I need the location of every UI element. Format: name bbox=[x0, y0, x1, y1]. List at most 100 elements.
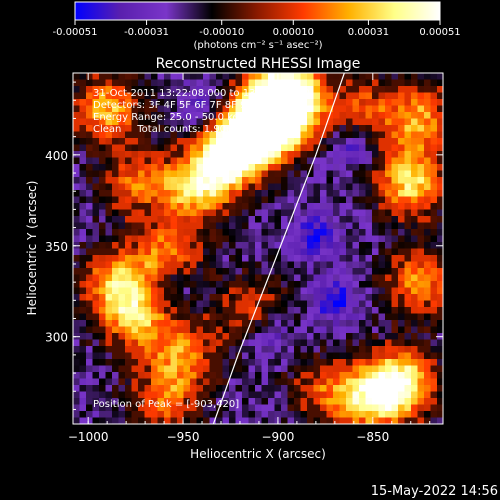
heatmap-cell bbox=[398, 222, 406, 230]
heatmap-cell bbox=[398, 333, 406, 341]
heatmap-cell bbox=[424, 398, 432, 406]
heatmap-cell bbox=[203, 385, 211, 393]
heatmap-cell bbox=[86, 183, 94, 191]
heatmap-cell bbox=[190, 235, 198, 243]
heatmap-cell bbox=[313, 339, 321, 347]
heatmap-cell bbox=[255, 404, 263, 412]
heatmap-cell bbox=[203, 235, 211, 243]
heatmap-cell bbox=[105, 287, 113, 295]
heatmap-cell bbox=[177, 313, 185, 321]
heatmap-cell bbox=[430, 411, 438, 419]
heatmap-cell bbox=[222, 144, 230, 152]
heatmap-cell bbox=[307, 183, 315, 191]
heatmap-cell bbox=[99, 216, 107, 224]
heatmap-cell bbox=[177, 248, 185, 256]
heatmap-cell bbox=[385, 294, 393, 302]
heatmap-cell bbox=[235, 326, 243, 334]
heatmap-cell bbox=[300, 151, 308, 159]
heatmap-cell bbox=[391, 86, 399, 94]
heatmap-cell bbox=[307, 131, 315, 139]
heatmap-cell bbox=[105, 151, 113, 159]
heatmap-cell bbox=[190, 339, 198, 347]
heatmap-cell bbox=[313, 261, 321, 269]
heatmap-cell bbox=[118, 144, 126, 152]
heatmap-cell bbox=[131, 300, 139, 308]
heatmap-cell bbox=[105, 313, 113, 321]
heatmap-cell bbox=[73, 411, 81, 419]
heatmap-cell bbox=[177, 307, 185, 315]
heatmap-cell bbox=[339, 131, 347, 139]
heatmap-cell bbox=[378, 352, 386, 360]
heatmap-cell bbox=[164, 125, 172, 133]
heatmap-cell bbox=[229, 300, 237, 308]
heatmap-cell bbox=[268, 203, 276, 211]
heatmap-cell bbox=[118, 378, 126, 386]
heatmap-cell bbox=[313, 196, 321, 204]
heatmap-cell bbox=[112, 229, 120, 237]
heatmap-cell bbox=[391, 125, 399, 133]
heatmap-cell bbox=[320, 333, 328, 341]
heatmap-cell bbox=[287, 300, 295, 308]
heatmap-cell bbox=[268, 177, 276, 185]
heatmap-cell bbox=[183, 333, 191, 341]
heatmap-cell bbox=[333, 320, 341, 328]
heatmap-cell bbox=[222, 294, 230, 302]
heatmap-cell bbox=[138, 112, 146, 120]
heatmap-cell bbox=[170, 307, 178, 315]
heatmap-cell bbox=[131, 157, 139, 165]
heatmap-cell bbox=[105, 339, 113, 347]
heatmap-cell bbox=[144, 164, 152, 172]
heatmap-cell bbox=[105, 333, 113, 341]
heatmap-cell bbox=[131, 138, 139, 146]
heatmap-cell bbox=[365, 346, 373, 354]
heatmap-cell bbox=[385, 229, 393, 237]
heatmap-cell bbox=[216, 138, 224, 146]
heatmap-cell bbox=[248, 131, 256, 139]
heatmap-cell bbox=[248, 365, 256, 373]
heatmap-cell bbox=[86, 144, 94, 152]
heatmap-cell bbox=[294, 190, 302, 198]
heatmap-cell bbox=[326, 300, 334, 308]
heatmap-cell bbox=[398, 235, 406, 243]
heatmap-cell bbox=[378, 281, 386, 289]
heatmap-cell bbox=[339, 281, 347, 289]
heatmap-cell bbox=[437, 261, 443, 269]
heatmap-cell bbox=[164, 385, 172, 393]
heatmap-cell bbox=[391, 196, 399, 204]
heatmap-cell bbox=[99, 287, 107, 295]
heatmap-cell bbox=[235, 411, 243, 419]
heatmap-cell bbox=[222, 333, 230, 341]
heatmap-cell bbox=[125, 144, 133, 152]
heatmap-cell bbox=[300, 92, 308, 100]
heatmap-cell bbox=[404, 92, 412, 100]
heatmap-cell bbox=[248, 105, 256, 113]
heatmap-cell bbox=[437, 326, 443, 334]
heatmap-cell bbox=[92, 404, 100, 412]
heatmap-cell bbox=[424, 346, 432, 354]
heatmap-cell bbox=[216, 164, 224, 172]
heatmap-cell bbox=[229, 183, 237, 191]
heatmap-cell bbox=[372, 131, 380, 139]
heatmap-cell bbox=[281, 235, 289, 243]
heatmap-cell bbox=[183, 398, 191, 406]
heatmap-cell bbox=[177, 112, 185, 120]
heatmap-cell bbox=[99, 365, 107, 373]
heatmap-cell bbox=[346, 190, 354, 198]
heatmap-cell bbox=[157, 203, 165, 211]
heatmap-cell bbox=[144, 378, 152, 386]
heatmap-cell bbox=[437, 339, 443, 347]
heatmap-cell bbox=[307, 320, 315, 328]
heatmap-cell bbox=[255, 196, 263, 204]
heatmap-cell bbox=[313, 177, 321, 185]
heatmap-cell bbox=[235, 92, 243, 100]
heatmap-cell bbox=[352, 268, 360, 276]
heatmap-cell bbox=[164, 300, 172, 308]
heatmap-cell bbox=[391, 177, 399, 185]
heatmap-cell bbox=[281, 170, 289, 178]
heatmap-cell bbox=[274, 326, 282, 334]
heatmap-cell bbox=[437, 235, 443, 243]
heatmap-cell bbox=[339, 196, 347, 204]
heatmap-cell bbox=[294, 385, 302, 393]
heatmap-cell bbox=[313, 164, 321, 172]
heatmap-cell bbox=[281, 144, 289, 152]
